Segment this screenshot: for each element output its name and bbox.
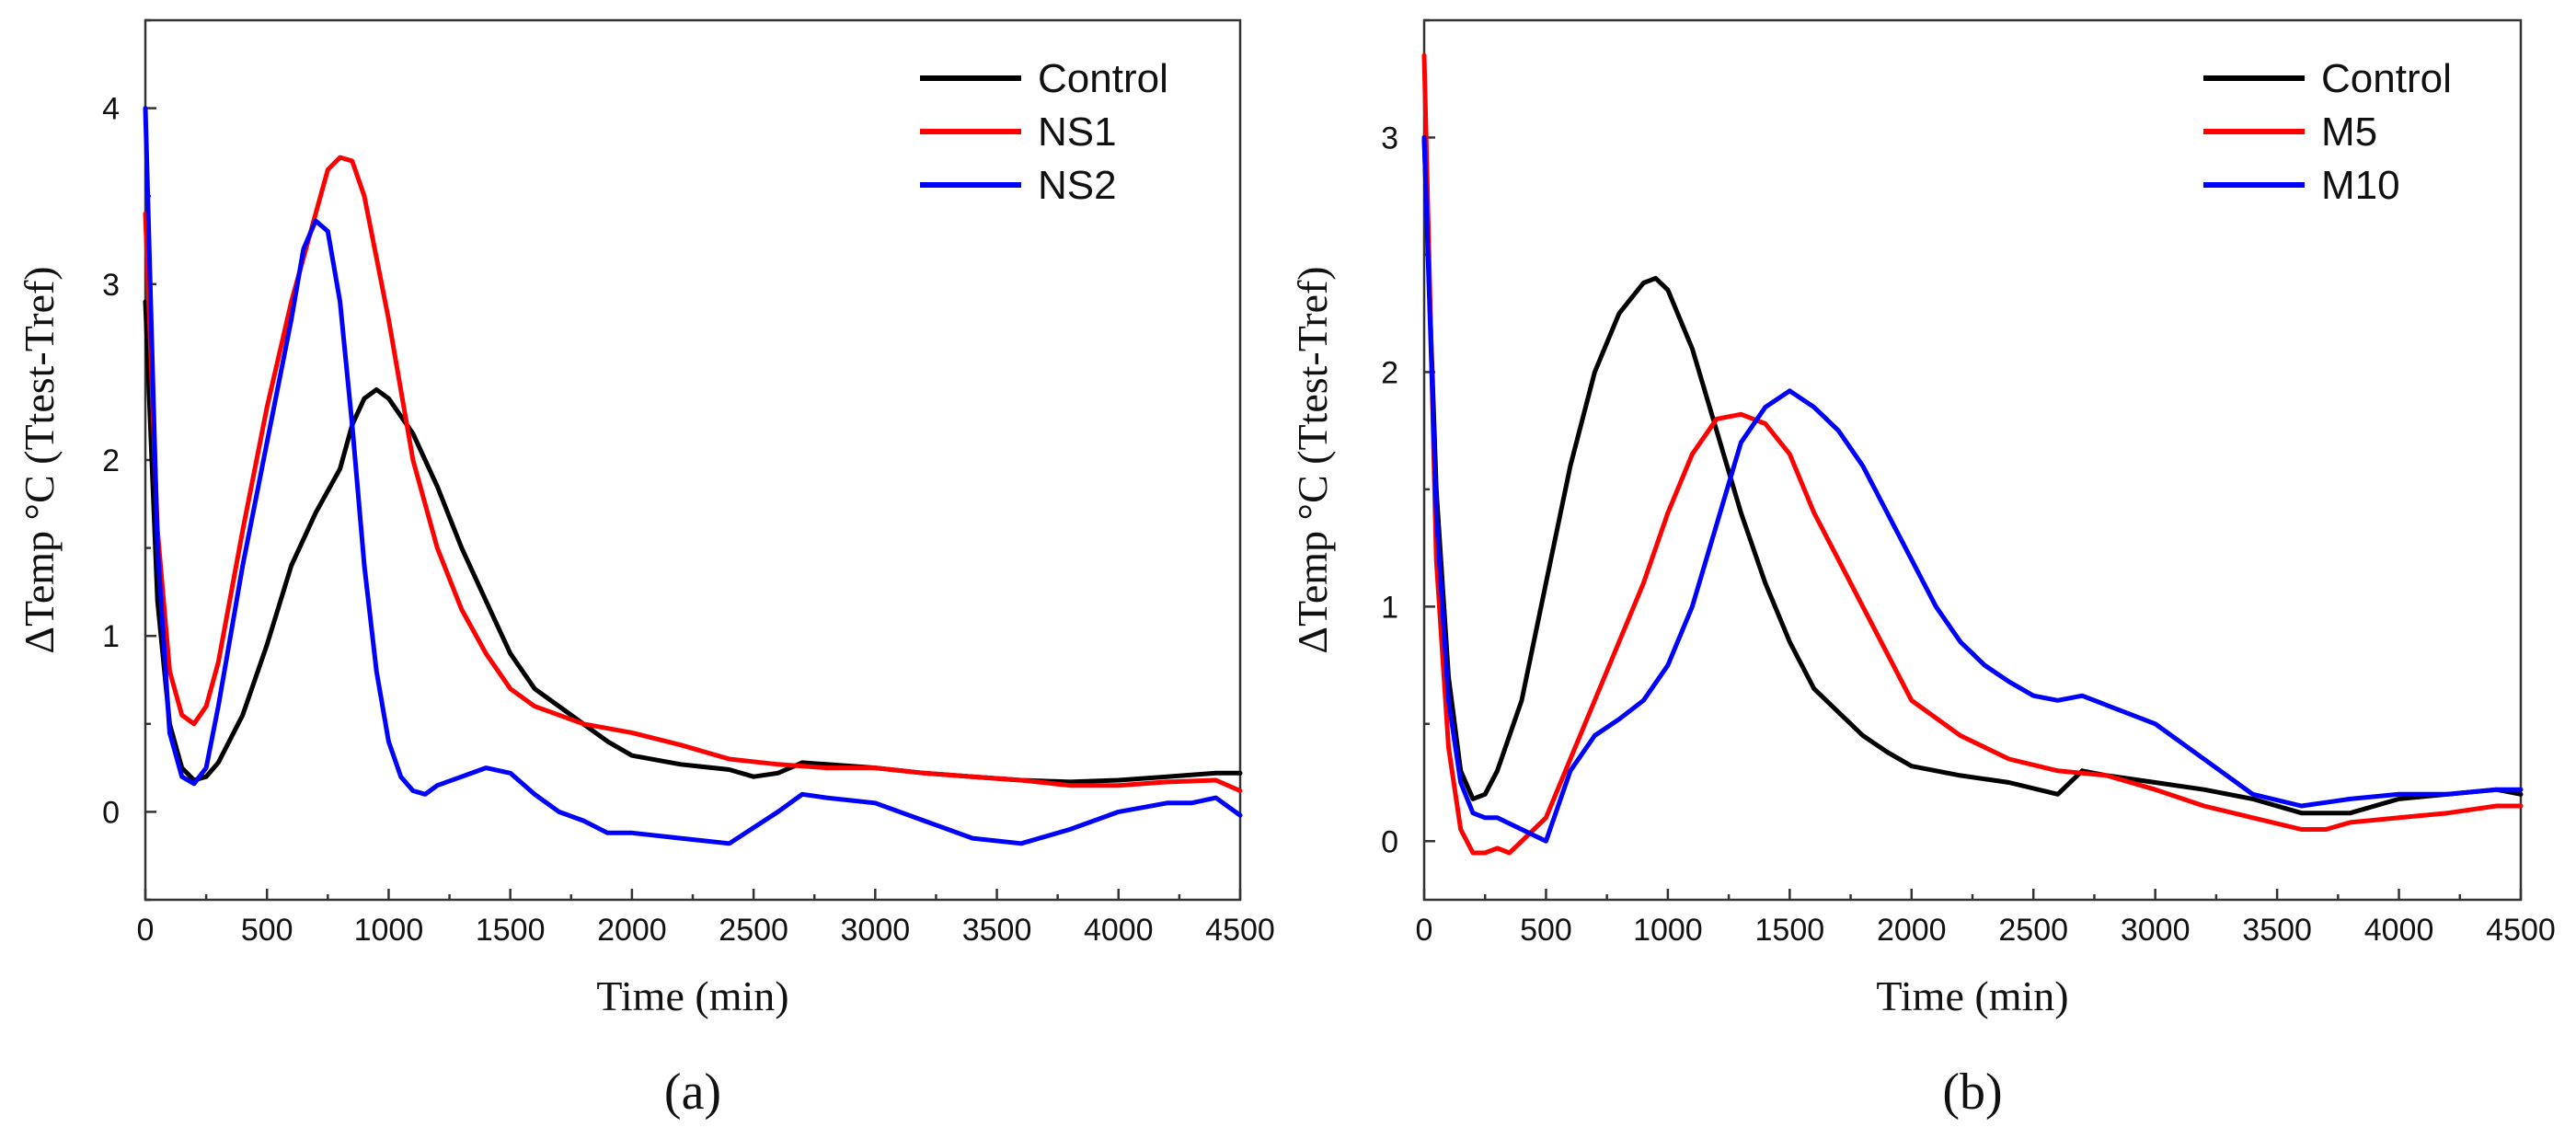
series-line-control bbox=[143, 299, 1243, 785]
legend-label-m10: M10 bbox=[2321, 163, 2400, 208]
y-tick-label: 0 bbox=[1381, 824, 1398, 859]
x-tick-label: 4500 bbox=[1205, 913, 1275, 948]
x-tick-label: 4000 bbox=[1084, 913, 1154, 948]
x-tick-label: 1000 bbox=[1633, 913, 1703, 948]
panel-label: (a) bbox=[664, 1064, 721, 1121]
x-tick-label: 1500 bbox=[476, 913, 546, 948]
x-tick-label: 3500 bbox=[962, 913, 1032, 948]
x-tick-label: 500 bbox=[1520, 913, 1572, 948]
x-axis-title: Time (min) bbox=[1876, 972, 2068, 1019]
x-tick-label: 2500 bbox=[719, 913, 788, 948]
legend-label-m5: M5 bbox=[2321, 109, 2377, 155]
y-tick-label: 2 bbox=[102, 443, 120, 478]
series-line-ns2 bbox=[143, 106, 1243, 846]
legend-label-control: Control bbox=[2321, 56, 2452, 101]
legend: Control NS1 NS2 bbox=[920, 56, 1168, 208]
legend-label-ns2: NS2 bbox=[1038, 163, 1117, 208]
x-tick-label: 0 bbox=[1416, 913, 1433, 948]
panel-label: (b) bbox=[1942, 1064, 2002, 1121]
legend-label-ns1: NS1 bbox=[1038, 109, 1117, 155]
x-tick-label: 2000 bbox=[1877, 913, 1947, 948]
y-tick-label: 3 bbox=[102, 268, 120, 303]
y-tick-label: 1 bbox=[102, 619, 120, 654]
chart-panel-a: 0 500 1000 1500 2000 2500 3000 3500 4000 4500 0 1 2 3… bbox=[16, 18, 1275, 1121]
x-tick-label: 2500 bbox=[1998, 913, 2068, 948]
series-line-ns1 bbox=[143, 155, 1243, 793]
x-tick-label: 2000 bbox=[597, 913, 667, 948]
y-tick-label: 2 bbox=[1381, 355, 1398, 390]
y-axis-title: ΔTemp °C (Ttest-Tref) bbox=[16, 266, 63, 653]
y-axis-title: ΔTemp °C (Ttest-Tref) bbox=[1289, 266, 1336, 653]
series-line-control bbox=[1421, 135, 2524, 816]
chart-panel-b: 0 500 1000 1500 2000 2500 3000 3500 4000 4500 0 1 2 3… bbox=[1289, 18, 2556, 1121]
y-tick-label: 1 bbox=[1381, 590, 1398, 625]
x-tick-label: 1000 bbox=[354, 913, 424, 948]
legend: Control M5 M10 bbox=[2203, 56, 2452, 208]
x-tick-label: 3500 bbox=[2242, 913, 2312, 948]
x-tick-label: 4500 bbox=[2486, 913, 2556, 948]
x-tick-label: 4000 bbox=[2364, 913, 2434, 948]
x-axis-title: Time (min) bbox=[596, 972, 788, 1019]
series-line-m10 bbox=[1421, 135, 2524, 844]
x-tick-label: 3000 bbox=[841, 913, 911, 948]
legend-label-control: Control bbox=[1038, 56, 1168, 101]
y-tick-label: 4 bbox=[102, 92, 120, 127]
x-tick-label: 3000 bbox=[2121, 913, 2191, 948]
series-line-m5 bbox=[1421, 52, 2524, 856]
x-tick-label: 0 bbox=[137, 913, 155, 948]
x-tick-label: 1500 bbox=[1755, 913, 1825, 948]
x-tick-label: 500 bbox=[241, 913, 293, 948]
y-tick-label: 0 bbox=[102, 795, 120, 830]
y-tick-label: 3 bbox=[1381, 121, 1398, 155]
